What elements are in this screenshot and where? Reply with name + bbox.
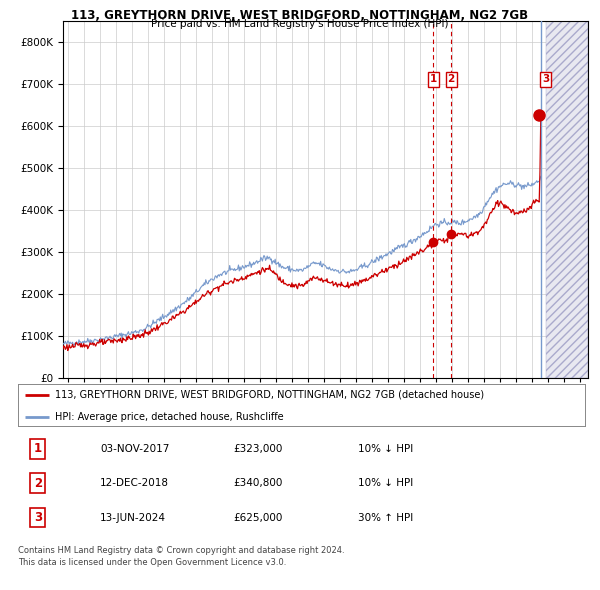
Text: 113, GREYTHORN DRIVE, WEST BRIDGFORD, NOTTINGHAM, NG2 7GB (detached house): 113, GREYTHORN DRIVE, WEST BRIDGFORD, NO… — [55, 390, 484, 400]
Text: 13-JUN-2024: 13-JUN-2024 — [100, 513, 166, 523]
Text: £323,000: £323,000 — [233, 444, 283, 454]
Text: £340,800: £340,800 — [233, 478, 283, 488]
Text: £625,000: £625,000 — [233, 513, 283, 523]
Text: 12-DEC-2018: 12-DEC-2018 — [100, 478, 169, 488]
Bar — [547, 21, 588, 378]
Text: 1: 1 — [34, 442, 42, 455]
Text: Contains HM Land Registry data © Crown copyright and database right 2024.: Contains HM Land Registry data © Crown c… — [18, 546, 344, 555]
Text: 2: 2 — [448, 74, 455, 84]
Text: 113, GREYTHORN DRIVE, WEST BRIDGFORD, NOTTINGHAM, NG2 7GB: 113, GREYTHORN DRIVE, WEST BRIDGFORD, NO… — [71, 9, 529, 22]
Text: 10% ↓ HPI: 10% ↓ HPI — [358, 444, 413, 454]
Text: 10% ↓ HPI: 10% ↓ HPI — [358, 478, 413, 488]
Text: 3: 3 — [34, 511, 42, 524]
Text: 2: 2 — [34, 477, 42, 490]
Text: 30% ↑ HPI: 30% ↑ HPI — [358, 513, 413, 523]
Text: 03-NOV-2017: 03-NOV-2017 — [100, 444, 170, 454]
Text: 3: 3 — [542, 74, 549, 84]
Text: HPI: Average price, detached house, Rushcliffe: HPI: Average price, detached house, Rush… — [55, 412, 283, 422]
Text: 1: 1 — [430, 74, 437, 84]
Text: Price paid vs. HM Land Registry's House Price Index (HPI): Price paid vs. HM Land Registry's House … — [151, 19, 449, 30]
Text: This data is licensed under the Open Government Licence v3.0.: This data is licensed under the Open Gov… — [18, 558, 286, 566]
